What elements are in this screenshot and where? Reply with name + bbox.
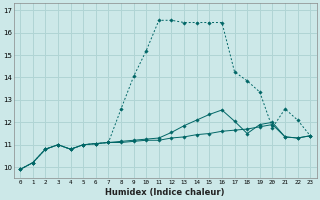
X-axis label: Humidex (Indice chaleur): Humidex (Indice chaleur) xyxy=(106,188,225,197)
